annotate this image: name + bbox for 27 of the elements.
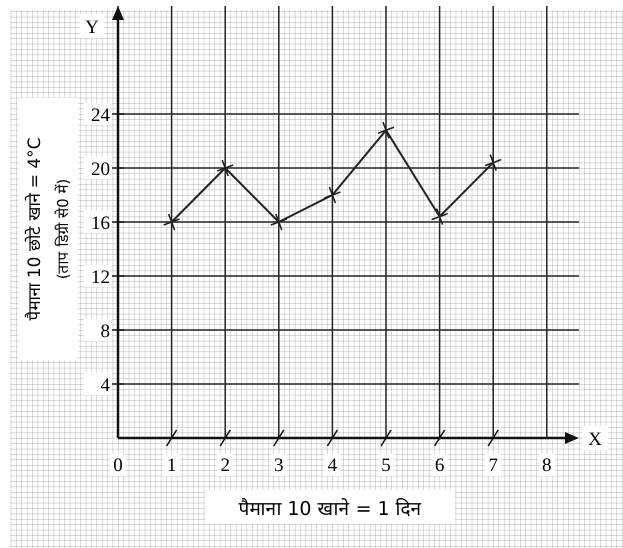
point: [270, 213, 288, 231]
x-tick-label: 5: [381, 455, 391, 476]
point: [377, 121, 395, 139]
x-tick-label: 1: [166, 455, 176, 476]
point: [162, 213, 180, 231]
x-tick-label: 8: [542, 455, 552, 476]
point: [484, 154, 502, 172]
x-axis-title: पैमाना 10 खाने = 1 दिन: [238, 497, 422, 520]
text: (ताप डिग्री से0 में): [54, 178, 72, 280]
x-tick-label: 2: [220, 455, 230, 476]
point: [430, 208, 448, 226]
point: [324, 186, 342, 204]
text: Y: [85, 17, 100, 38]
text: X: [588, 429, 602, 450]
x-tick-label: 4: [328, 455, 338, 476]
x-tick-label: 7: [488, 455, 498, 476]
y-tick-label: 16: [91, 213, 110, 234]
x-tick-label: 3: [274, 455, 284, 476]
x-tick-label: 6: [434, 455, 444, 476]
y-axis-title: पैमाना 10 छोटे खाने = 4°C: [24, 137, 45, 321]
y-tick-label: 8: [100, 321, 110, 342]
point: [216, 159, 234, 177]
y-tick-label: 12: [91, 267, 110, 288]
y-tick-label: 20: [91, 159, 110, 180]
y-tick-label: 4: [100, 375, 110, 396]
y-tick-label: 24: [91, 105, 110, 126]
x-tick-label: 0: [113, 455, 123, 476]
